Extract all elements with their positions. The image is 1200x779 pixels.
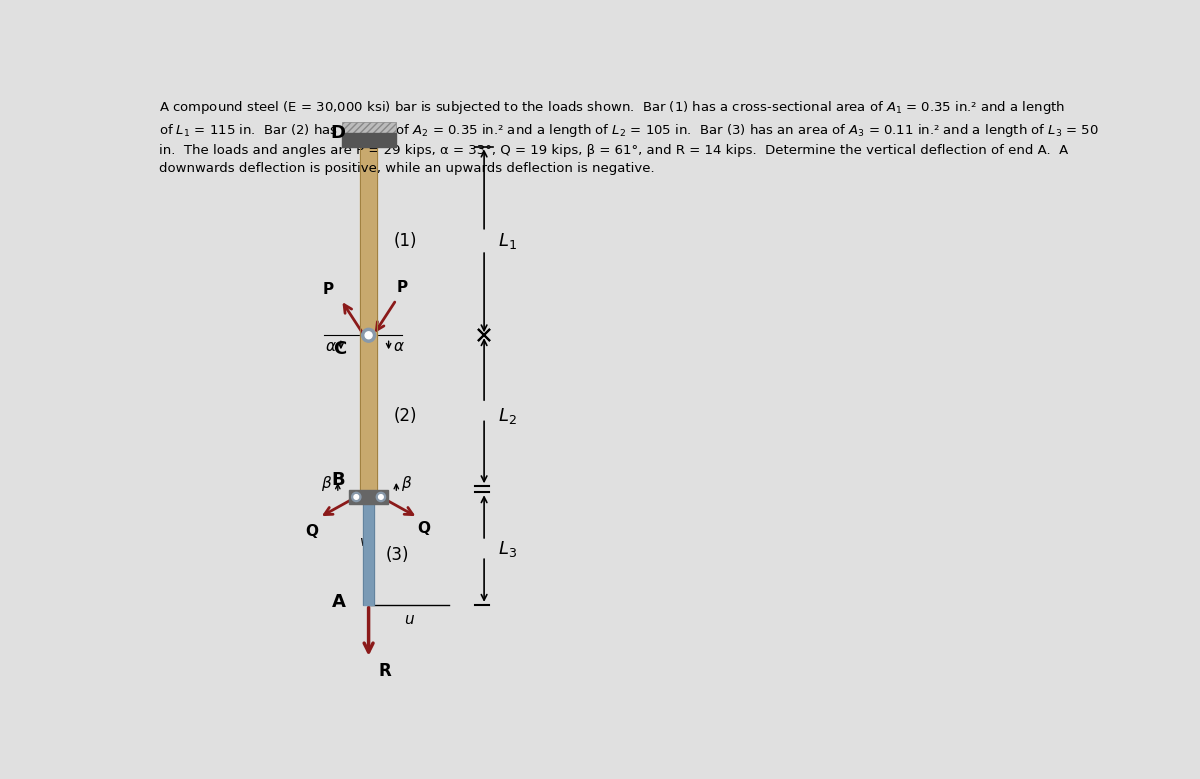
Circle shape [352, 492, 361, 502]
Text: R: R [379, 661, 391, 680]
Text: $\beta$: $\beta$ [322, 474, 332, 493]
Text: $\alpha$: $\alpha$ [325, 339, 337, 354]
Circle shape [365, 332, 372, 339]
Text: (3): (3) [385, 546, 409, 564]
Bar [360, 335, 377, 497]
Text: P: P [397, 280, 408, 295]
Text: $\beta$: $\beta$ [402, 474, 413, 493]
Circle shape [377, 492, 385, 502]
Bar [342, 132, 396, 146]
Bar [342, 122, 396, 132]
Circle shape [361, 328, 376, 342]
Text: Q: Q [418, 521, 431, 537]
Circle shape [354, 495, 359, 499]
Text: D: D [330, 124, 346, 142]
Text: A compound steel (E = 30,000 ksi) bar is subjected to the loads shown.  Bar (1) : A compound steel (E = 30,000 ksi) bar is… [160, 99, 1099, 174]
Text: v: v [360, 534, 368, 548]
Text: (1): (1) [394, 232, 416, 250]
Text: C: C [332, 340, 346, 358]
Bar [349, 490, 388, 504]
Text: A: A [332, 593, 347, 611]
Bar [360, 146, 377, 335]
Text: B: B [331, 471, 344, 489]
Circle shape [379, 495, 383, 499]
Text: $L_2$: $L_2$ [498, 406, 517, 426]
Bar [364, 497, 374, 605]
Text: (2): (2) [394, 407, 416, 425]
Text: u: u [404, 612, 414, 627]
Text: P: P [323, 282, 334, 297]
Text: Q: Q [305, 523, 318, 538]
Text: $\alpha$: $\alpha$ [392, 339, 404, 354]
Text: $L_1$: $L_1$ [498, 231, 517, 251]
Text: $L_3$: $L_3$ [498, 538, 517, 559]
